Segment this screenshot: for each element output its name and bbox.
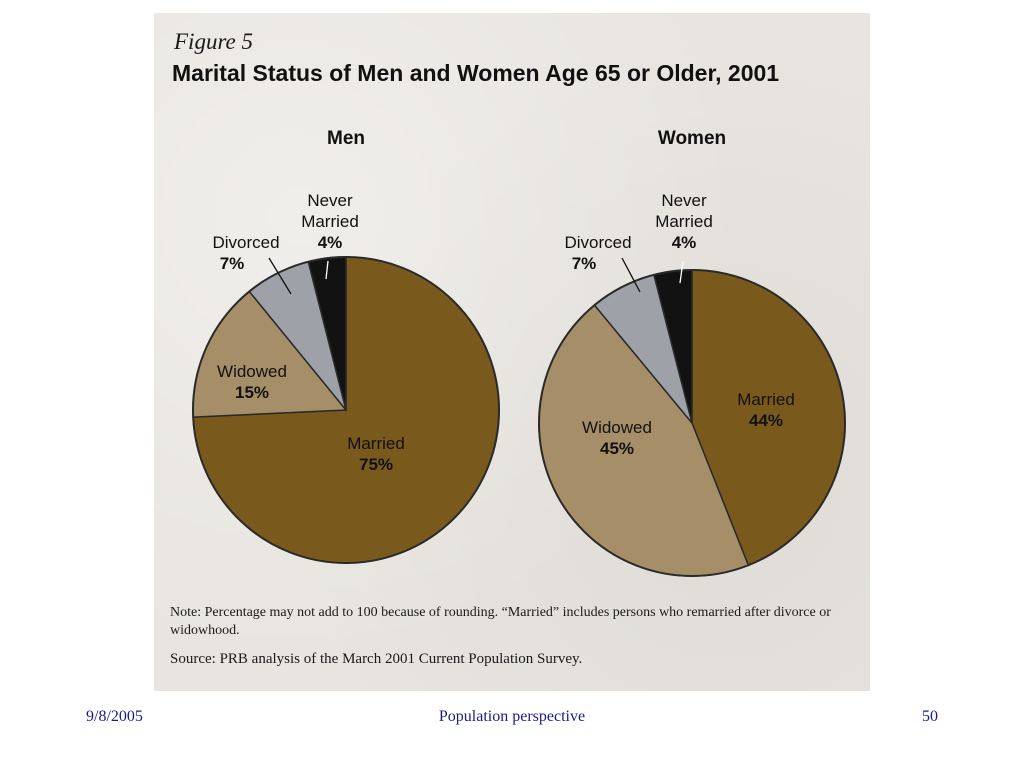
women-pie — [538, 269, 846, 577]
footer-date: 9/8/2005 — [86, 708, 143, 725]
men-leader-never-married — [325, 260, 329, 280]
slice-labels: Married 75% Widowed 15% Divorced 7% Never Marri… — [212, 191, 794, 474]
women-chart-title: Women — [658, 128, 726, 149]
women-value-widowed: 45% — [600, 439, 634, 458]
women-label-divorced: Divorced 7% — [564, 233, 631, 273]
women-label-married: Married 44% — [737, 390, 795, 430]
women-label-widowed: Widowed 45% — [582, 418, 652, 458]
page-number: 50 — [922, 708, 938, 725]
figure-label: Figure 5 — [174, 29, 253, 54]
men-label-never-married: Never Married 4% — [301, 191, 359, 252]
men-label-widowed: Widowed 15% — [217, 362, 287, 402]
women-value-divorced: 7% — [572, 254, 597, 273]
men-pie-outline — [192, 256, 500, 564]
men-label-divorced: Divorced 7% — [212, 233, 279, 273]
chart-source: Source: PRB analysis of the March 2001 C… — [170, 651, 583, 667]
men-chart-title: Men — [327, 128, 365, 149]
men-pie — [192, 256, 500, 564]
women-leader-never-married — [679, 260, 684, 284]
footer-title: Population perspective — [438, 708, 586, 725]
men-value-widowed: 15% — [235, 383, 269, 402]
chart-note: Note: Percentage may not add to 100 beca… — [170, 605, 831, 638]
women-label-never-married: Never Married 4% — [655, 191, 713, 252]
men-value-divorced: 7% — [220, 254, 245, 273]
women-value-married: 44% — [749, 411, 783, 430]
men-leader-divorced — [268, 257, 292, 295]
pie-charts: Men Women Married 75% Widowed 15% Divorced 7%… — [192, 128, 846, 577]
women-pie-outline — [538, 269, 846, 577]
women-leader-divorced — [621, 257, 641, 293]
men-value-never-married: 4% — [318, 233, 343, 252]
men-value-married: 75% — [359, 455, 393, 474]
men-label-married: Married 75% — [347, 434, 405, 474]
women-value-never-married: 4% — [672, 233, 697, 252]
figure-title: Marital Status of Men and Women Age 65 o… — [172, 60, 780, 86]
